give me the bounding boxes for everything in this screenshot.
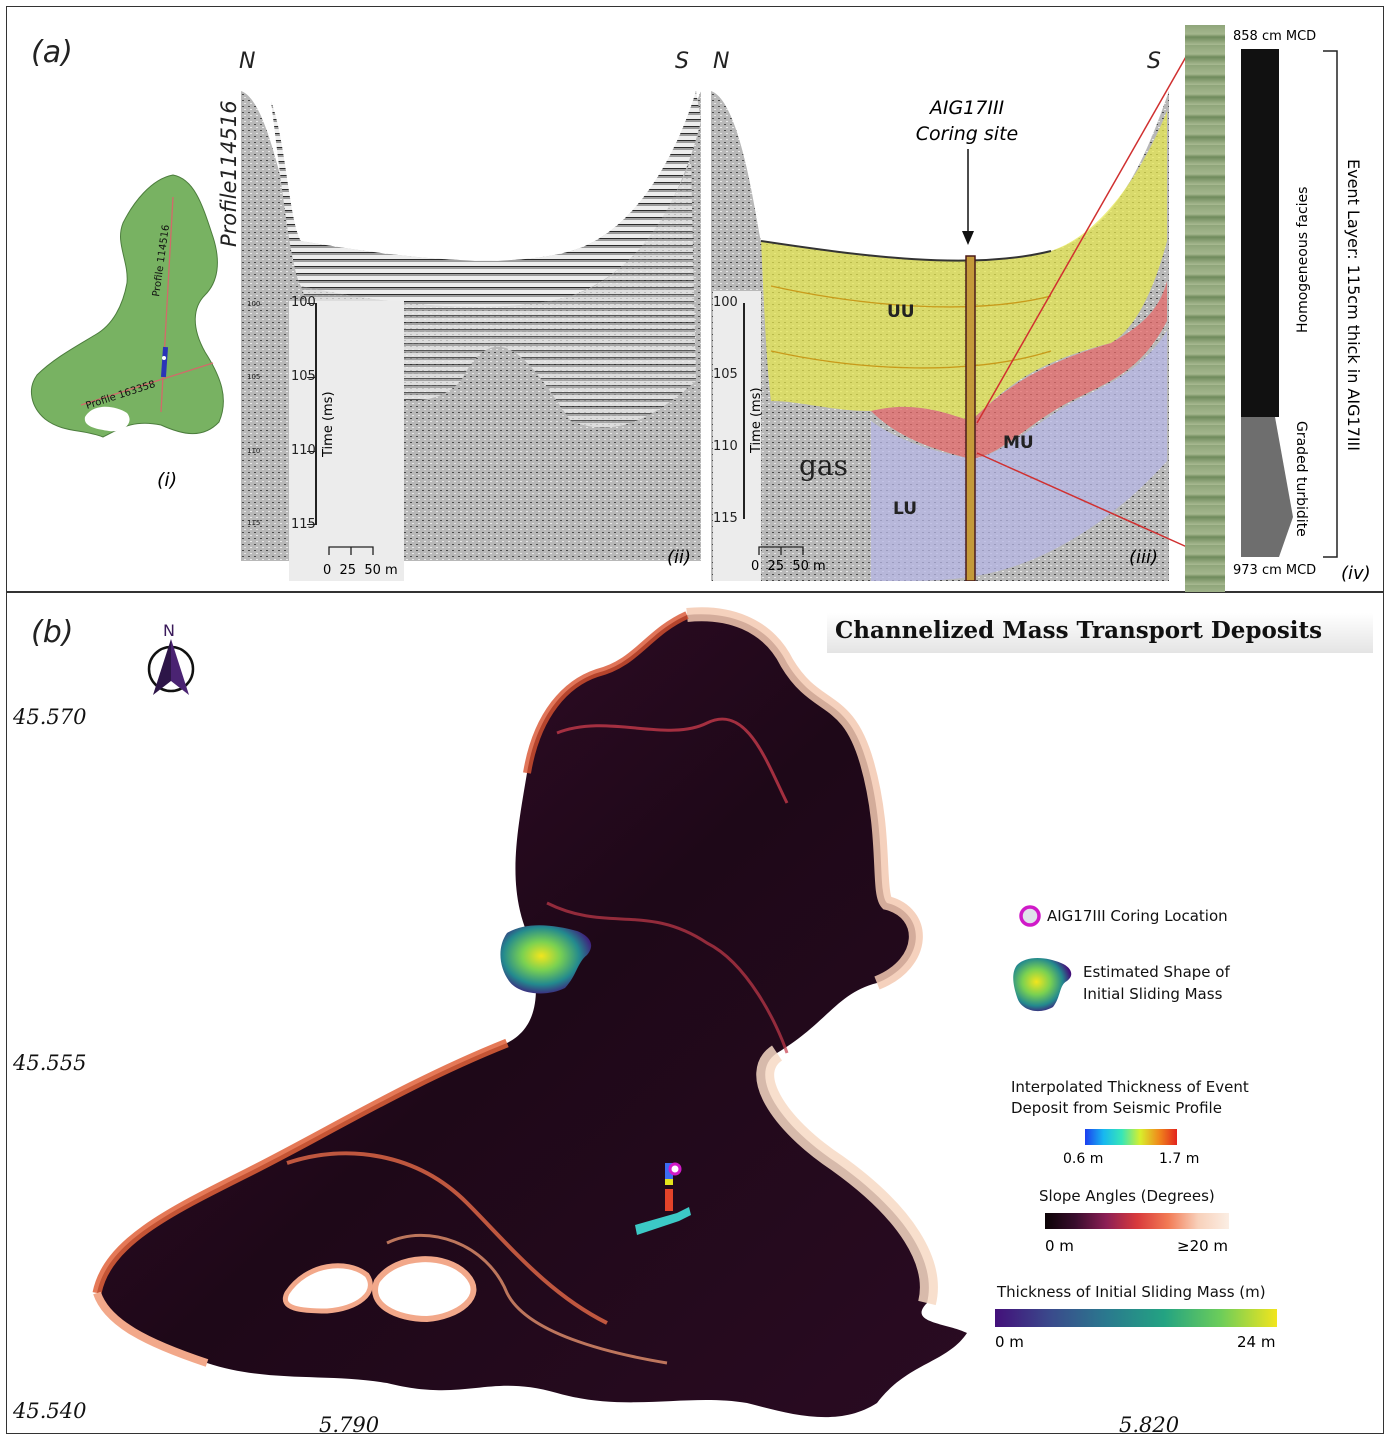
lon-5-790: 5.790: [319, 1413, 380, 1437]
unit-uu: UU: [887, 302, 915, 322]
legend-shape-line2: Initial Sliding Mass: [1083, 985, 1223, 1003]
scale-bar-iii: [758, 546, 804, 555]
mass-min: 0 m: [995, 1333, 1024, 1351]
slope-map: [92, 607, 967, 1418]
north-label-iii: N: [713, 49, 730, 74]
tick-100-iii: 100: [713, 295, 738, 310]
slope-title: Slope Angles (Degrees): [1039, 1187, 1215, 1205]
south-label-ii: S: [675, 49, 689, 74]
mass-max: 24 m: [1237, 1333, 1276, 1351]
unit-lu: LU: [893, 499, 918, 519]
panel-a: (a) Profile 114516 Profile 163358 (i) Pr…: [6, 6, 1384, 595]
thickness-colorbar: [1085, 1129, 1177, 1145]
slope-max: ≥20 m: [1177, 1237, 1229, 1255]
time-axis-iii: [743, 303, 745, 519]
small-tick-100: 100: [247, 300, 261, 308]
graded-turbidite-bar: [1241, 417, 1293, 557]
tick-105-iii: 105: [713, 367, 738, 382]
small-tick-110: 110: [247, 447, 261, 455]
sliding-mass-icon: [1013, 958, 1072, 1012]
small-tick-115: 115: [247, 519, 261, 527]
slope-colorbar: [1045, 1213, 1229, 1229]
seismic-iii-sublabel: (iii): [1129, 547, 1159, 568]
thickness-title-line1: Interpolated Thickness of Event: [1011, 1078, 1249, 1096]
seismic-profile-ii: [241, 81, 703, 581]
lake-outline-map: Profile 114516 Profile 163358: [30, 174, 224, 438]
homogeneous-facies-bar: [1241, 49, 1279, 417]
coring-site-line1: AIG17III: [929, 97, 1005, 119]
scale-label-ii: 0 25 50 m: [323, 563, 398, 578]
seismic-ii-sublabel: (ii): [667, 547, 692, 568]
panel-b: (b) N Channelized Mass Transport Deposit…: [6, 592, 1384, 1437]
legend-shape-line1: Estimated Shape of: [1083, 963, 1230, 981]
seismic-profile-iii: [711, 81, 1173, 581]
lat-45-540: 45.540: [13, 1399, 87, 1423]
time-axis-label-iii: Time (ms): [749, 387, 764, 453]
core-sublabel: (iv): [1341, 563, 1371, 584]
tick-115-iii: 115: [713, 511, 738, 526]
coring-site-label: AIG17III Coring site: [847, 95, 1087, 147]
unit-mu: MU: [1003, 433, 1034, 453]
thickness-max: 1.7 m: [1159, 1151, 1200, 1167]
thickness-min: 0.6 m: [1063, 1151, 1104, 1167]
north-label-ii: N: [239, 49, 256, 74]
event-layer-bracket: [1323, 50, 1338, 558]
map-title: Channelized Mass Transport Deposits: [835, 617, 1323, 644]
panel-b-label: (b): [31, 615, 74, 650]
legend-thickness-title: Interpolated Thickness of Event Deposit …: [1011, 1077, 1249, 1119]
south-label-iii: S: [1147, 49, 1161, 74]
legend-coring: AIG17III Coring Location: [1047, 907, 1228, 925]
time-axis-label-ii: Time (ms): [321, 391, 336, 457]
lat-45-570: 45.570: [13, 705, 87, 729]
north-arrow-icon: [147, 639, 195, 695]
north-arrow-label: N: [163, 621, 175, 640]
coring-site-line2: Coring site: [915, 123, 1019, 145]
mass-colorbar: [995, 1309, 1277, 1327]
core-bottom-depth: 973 cm MCD: [1233, 563, 1317, 578]
coring-arrow: [962, 149, 974, 245]
coring-location-icon: [1019, 905, 1041, 927]
panel-a-label: (a): [31, 35, 73, 70]
lon-5-820: 5.820: [1119, 1413, 1180, 1437]
homogeneous-facies-label: Homogeneous facies: [1295, 186, 1311, 333]
time-axis-ii: [315, 303, 317, 525]
profile-title: Profile114516: [217, 100, 241, 247]
correlation-lines: [976, 54, 1188, 548]
tick-100-ii: 100: [291, 295, 316, 310]
slope-min: 0 m: [1045, 1237, 1074, 1255]
map-sublabel: (i): [157, 469, 178, 491]
core-top-depth: 858 cm MCD: [1233, 29, 1317, 44]
core-photo: [1185, 25, 1225, 595]
scale-bar-ii: [328, 546, 374, 555]
tick-110-iii: 110: [713, 439, 738, 454]
tick-105-ii: 105: [291, 369, 316, 384]
tick-115-ii: 115: [291, 517, 316, 532]
event-layer-label: Event Layer: 115cm thick in AIG17III: [1344, 159, 1363, 451]
legend-sliding-mass: Estimated Shape of Initial Sliding Mass: [1083, 961, 1230, 1005]
thickness-title-line2: Deposit from Seismic Profile: [1011, 1099, 1222, 1117]
gas-label: gas: [799, 449, 848, 482]
lat-45-555: 45.555: [13, 1051, 87, 1075]
mass-title: Thickness of Initial Sliding Mass (m): [997, 1283, 1266, 1301]
tick-110-ii: 110: [291, 443, 316, 458]
scale-label-iii: 0 25 50 m: [751, 559, 826, 574]
small-tick-105: 105: [247, 373, 261, 381]
